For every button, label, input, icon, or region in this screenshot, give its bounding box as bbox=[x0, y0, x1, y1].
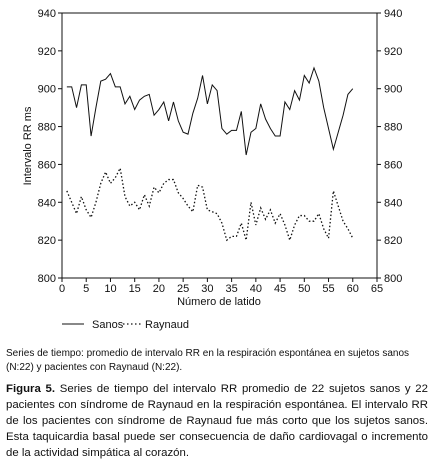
y-tick-label-left: 820 bbox=[38, 235, 56, 247]
x-axis-title: Número de latido bbox=[177, 296, 261, 308]
legend-label-raynaud: Raynaud bbox=[145, 319, 189, 331]
x-tick-label: 0 bbox=[59, 283, 65, 295]
x-tick-label: 20 bbox=[153, 283, 165, 295]
figure-caption-text: Series de tiempo del intervalo RR promed… bbox=[6, 383, 428, 459]
x-tick-label: 25 bbox=[177, 283, 189, 295]
x-tick-label: 45 bbox=[274, 283, 286, 295]
x-tick-label: 60 bbox=[347, 283, 359, 295]
x-tick-label: 35 bbox=[225, 283, 237, 295]
figure-label: Figura 5. bbox=[6, 383, 56, 395]
x-tick-label: 40 bbox=[250, 283, 262, 295]
figure-caption: Figura 5. Series de tiempo del intervalo… bbox=[6, 381, 428, 461]
y-tick-label-left: 940 bbox=[38, 8, 56, 20]
x-tick-label: 10 bbox=[104, 283, 116, 295]
y-tick-label-right: 940 bbox=[384, 8, 402, 20]
legend-label-sanos: Sanos bbox=[92, 319, 124, 331]
y-tick-label-right: 800 bbox=[384, 273, 402, 285]
plot-frame bbox=[61, 12, 378, 279]
x-tick-label: 65 bbox=[371, 283, 383, 295]
x-tick-label: 55 bbox=[322, 283, 334, 295]
y-tick-label-right: 900 bbox=[384, 84, 402, 96]
y-tick-label-left: 920 bbox=[38, 46, 56, 58]
x-tick-label: 5 bbox=[83, 283, 89, 295]
rr-interval-chart: 800 800 820 820 840 840 860 860 880 880 900 900 920 9… bbox=[22, 8, 403, 331]
y-tick-label-right: 860 bbox=[384, 159, 402, 171]
y-tick-label-right: 920 bbox=[384, 46, 402, 58]
x-tick-label: 30 bbox=[201, 283, 213, 295]
series-line-sanos bbox=[66, 66, 354, 156]
y-tick-label-left: 800 bbox=[38, 273, 56, 285]
y-tick-label-left: 880 bbox=[38, 122, 56, 134]
y-tick-label-left: 900 bbox=[38, 84, 56, 96]
x-tick-label: 15 bbox=[129, 283, 141, 295]
y-tick-label-left: 860 bbox=[38, 159, 56, 171]
series-layer bbox=[66, 66, 354, 243]
axis-ticks: 800 800 820 820 840 840 860 860 880 880 900 900 920 9… bbox=[38, 8, 403, 295]
series-note: Series de tiempo: promedio de intervalo … bbox=[6, 348, 410, 373]
y-tick-label-left: 840 bbox=[38, 197, 56, 209]
y-axis-title: Intervalo RR ms bbox=[22, 106, 34, 185]
y-tick-label-right: 880 bbox=[384, 122, 402, 134]
legend: Sanos Raynaud bbox=[62, 319, 189, 331]
series-line-raynaud bbox=[66, 166, 354, 243]
y-tick-label-right: 820 bbox=[384, 235, 402, 247]
y-tick-label-right: 840 bbox=[384, 197, 402, 209]
x-tick-label: 50 bbox=[298, 283, 310, 295]
